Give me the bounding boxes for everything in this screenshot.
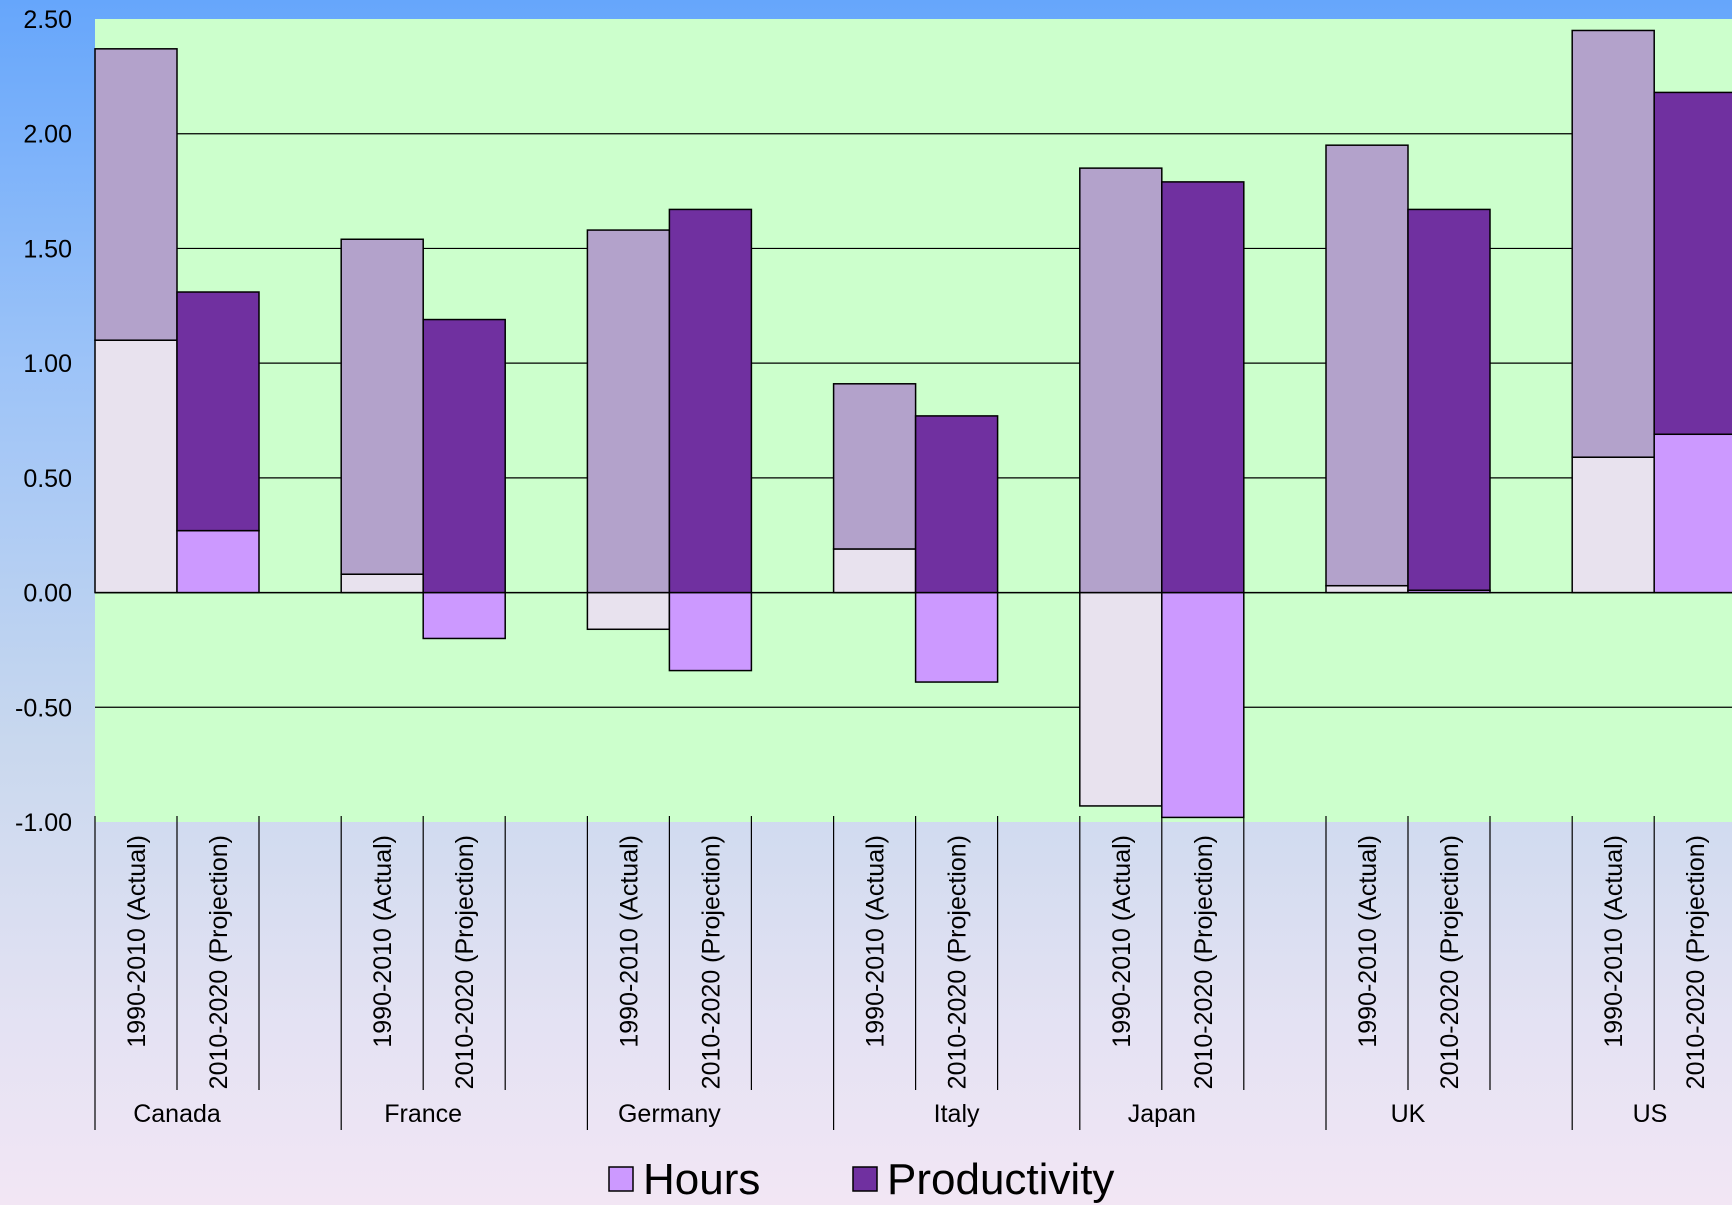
bar-productivity: [1571, 29, 1655, 458]
x-tick-label: 1990-2010 (Actual): [1354, 835, 1382, 1048]
bar-productivity: [1079, 167, 1163, 594]
legend-label-productivity: Productivity: [887, 1155, 1114, 1204]
y-tick-label: 2.00: [23, 121, 72, 149]
x-tick-label: 1990-2010 (Actual): [123, 835, 151, 1048]
bar-hours: [914, 591, 999, 683]
x-tick-label: 2010-2020 (Projection): [1682, 835, 1710, 1089]
x-tick-label: 1990-2010 (Actual): [1108, 835, 1136, 1048]
y-axis: 2.50 2.00 1.50 1.00 0.50 0.00 -0.50 -1.00: [15, 6, 72, 837]
bar-productivity: [176, 291, 260, 532]
x-tick-label: 2010-2020 (Projection): [1436, 835, 1464, 1089]
x-tick-label: 2010-2020 (Projection): [451, 835, 479, 1089]
y-tick-label: 0.00: [23, 580, 72, 608]
bar-hours: [422, 591, 506, 640]
x-tick-label: 2010-2020 (Projection): [944, 835, 972, 1089]
bar-hours: [586, 591, 671, 631]
bar-productivity: [1407, 208, 1491, 592]
group-label: France: [384, 1100, 462, 1128]
x-tick-label: 2010-2020 (Projection): [697, 835, 725, 1089]
group-label: Italy: [934, 1100, 980, 1128]
bars: [94, 29, 1732, 819]
x-tick-label: 2010-2020 (Projection): [1190, 835, 1218, 1089]
group-label: Canada: [133, 1100, 221, 1128]
bar-productivity: [94, 48, 178, 341]
group-label: Japan: [1128, 1100, 1196, 1128]
x-tick-label: 1990-2010 (Actual): [369, 835, 397, 1048]
bar-productivity: [914, 415, 999, 594]
y-tick-label: -1.00: [15, 809, 72, 837]
bar-hours: [1325, 584, 1409, 594]
bar-hours: [1571, 456, 1655, 594]
group-label: Germany: [618, 1100, 721, 1128]
y-tick-label: 1.00: [23, 350, 72, 378]
x-tick-label: 1990-2010 (Actual): [615, 835, 643, 1048]
legend: Hours Productivity: [608, 1155, 1114, 1204]
bar-hours: [176, 529, 260, 594]
bar-productivity: [422, 318, 506, 594]
bar-productivity: [832, 383, 917, 550]
bar-productivity: [1161, 181, 1245, 594]
bar-productivity: [1325, 144, 1409, 587]
bar-productivity: [586, 229, 671, 594]
bar-hours: [340, 573, 424, 594]
bar-hours: [832, 548, 917, 594]
bar-hours: [1161, 591, 1245, 819]
legend-swatch-hours: [608, 1166, 634, 1192]
y-tick-label: 1.50: [23, 235, 72, 263]
y-tick-label: 0.50: [23, 465, 72, 493]
bar-productivity: [340, 238, 424, 575]
legend-swatch-productivity: [852, 1166, 878, 1192]
bar-hours: [668, 591, 753, 672]
bar-productivity: [668, 208, 753, 594]
x-tick-label: 1990-2010 (Actual): [862, 835, 890, 1048]
bar-productivity: [1653, 91, 1732, 436]
group-label: UK: [1391, 1100, 1426, 1128]
legend-label-hours: Hours: [643, 1155, 760, 1204]
x-axis: 1990-2010 (Actual) 2010-2020 (Projection)…: [94, 816, 1710, 1130]
bar-hours: [1653, 433, 1732, 594]
y-tick-label: -0.50: [15, 694, 72, 722]
bar-hours: [94, 339, 178, 594]
bar-hours: [1079, 591, 1163, 807]
x-tick-label: 2010-2020 (Projection): [205, 835, 233, 1089]
x-tick-label: 1990-2010 (Actual): [1600, 835, 1628, 1048]
group-label: US: [1633, 1100, 1668, 1128]
y-tick-label: 2.50: [23, 6, 72, 34]
